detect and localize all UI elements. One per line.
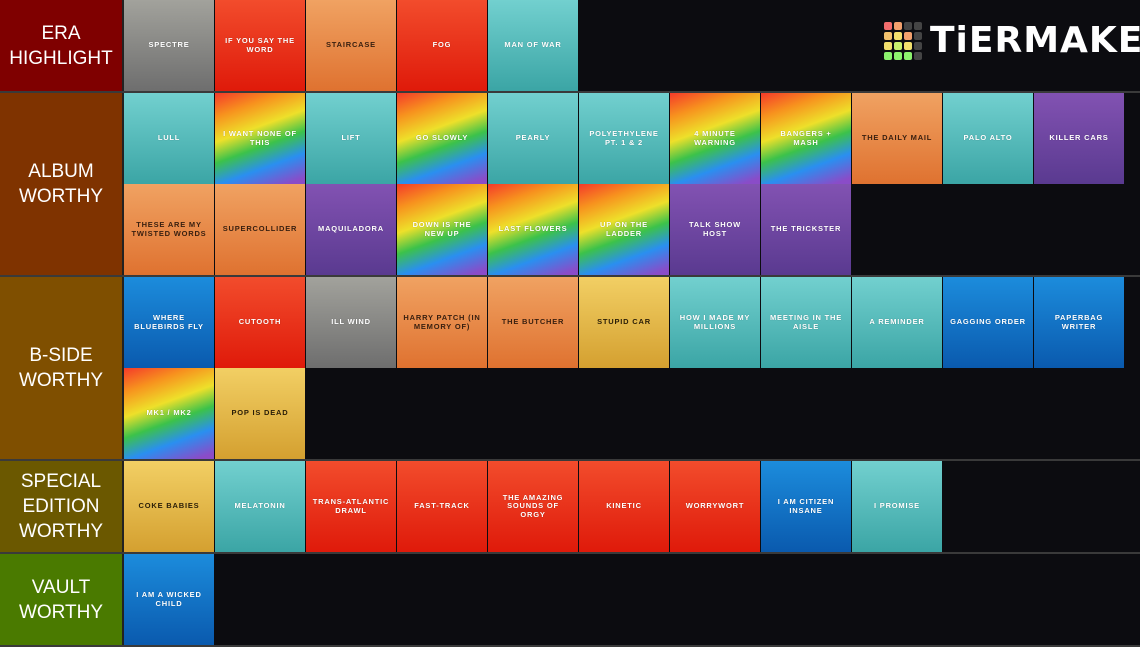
tier-items: COKE BABIES MELATONIN TRANS-ATLANTIC DRAWL… <box>124 461 1138 552</box>
tier-item: POP IS DEAD <box>215 368 305 459</box>
tier-item: SUPERCOLLIDER <box>215 184 305 275</box>
tier-label: ALBUM WORTHY <box>0 93 124 275</box>
tier-item: HARRY PATCH (IN MEMORY OF) <box>397 277 487 368</box>
tier-item: I AM A WICKED CHILD <box>124 554 214 645</box>
tier-item: THE BUTCHER <box>488 277 578 368</box>
tier-item: I PROMISE <box>852 461 942 552</box>
tier-item: MELATONIN <box>215 461 305 552</box>
tier-item: GAGGING ORDER <box>943 277 1033 368</box>
tier-item: 4 MINUTE WARNING <box>670 93 760 184</box>
tier-item: WHERE BLUEBIRDS FLY <box>124 277 214 368</box>
tier-item: UP ON THE LADDER <box>579 184 669 275</box>
tier-item: PALO ALTO <box>943 93 1033 184</box>
tier-item: MK1 / MK2 <box>124 368 214 459</box>
tier-items: I AM A WICKED CHILD <box>124 554 1138 645</box>
tier-item: A REMINDER <box>852 277 942 368</box>
tier-item: HOW I MADE MY MILLIONS <box>670 277 760 368</box>
tier-item: I WANT NONE OF THIS <box>215 93 305 184</box>
tier-items: SPECTRE IF YOU SAY THE WORD STAIRCASE FOG MA… <box>124 0 1138 91</box>
tier-row: SPECIAL EDITION WORTHY COKE BABIES MELATON… <box>0 461 1140 554</box>
tier-label: SPECIAL EDITION WORTHY <box>0 461 124 552</box>
tier-items: WHERE BLUEBIRDS FLY CUTOOTH ILL WIND HARRY … <box>124 277 1138 459</box>
tier-row: VAULT WORTHY I AM A WICKED CHILD <box>0 554 1140 647</box>
tier-item: GO SLOWLY <box>397 93 487 184</box>
tier-item: THE DAILY MAIL <box>852 93 942 184</box>
tier-item: CUTOOTH <box>215 277 305 368</box>
tier-item: COKE BABIES <box>124 461 214 552</box>
tier-item: BANGERS + MASH <box>761 93 851 184</box>
tier-item: PEARLY <box>488 93 578 184</box>
tier-row: B-SIDE WORTHY WHERE BLUEBIRDS FLY CUTOOTH I… <box>0 277 1140 461</box>
tier-items: LULL I WANT NONE OF THIS LIFT GO SLOWLY PEAR… <box>124 93 1138 275</box>
tier-item: PAPERBAG WRITER <box>1034 277 1124 368</box>
tier-item: TRANS-ATLANTIC DRAWL <box>306 461 396 552</box>
tier-item: LIFT <box>306 93 396 184</box>
tier-item: ILL WIND <box>306 277 396 368</box>
tier-item: MAN OF WAR <box>488 0 578 91</box>
tier-item: I AM CITIZEN INSANE <box>761 461 851 552</box>
tier-item: LULL <box>124 93 214 184</box>
tier-item: THE TRICKSTER <box>761 184 851 275</box>
tier-item: POLYETHYLENE PT. 1 & 2 <box>579 93 669 184</box>
tier-item: FOG <box>397 0 487 91</box>
tier-item: LAST FLOWERS <box>488 184 578 275</box>
tier-item: TALK SHOW HOST <box>670 184 760 275</box>
tier-item: MAQUILADORA <box>306 184 396 275</box>
tier-item: MEETING IN THE AISLE <box>761 277 851 368</box>
tier-item: KINETIC <box>579 461 669 552</box>
tier-item: SPECTRE <box>124 0 214 91</box>
logo-text: TiERMAKER <box>930 20 1140 61</box>
tier-row: ALBUM WORTHY LULL I WANT NONE OF THIS LIFT G… <box>0 93 1140 277</box>
tier-item: THE AMAZING SOUNDS OF ORGY <box>488 461 578 552</box>
tier-item: IF YOU SAY THE WORD <box>215 0 305 91</box>
tier-item: FAST-TRACK <box>397 461 487 552</box>
logo-grid <box>884 21 922 60</box>
tier-label: ERA HIGHLIGHT <box>0 0 124 91</box>
tier-item: STUPID CAR <box>579 277 669 368</box>
tier-row: ERA HIGHLIGHT SPECTRE IF YOU SAY THE WORD S… <box>0 0 1140 93</box>
tier-item: WORRYWORT <box>670 461 760 552</box>
tier-item: DOWN IS THE NEW UP <box>397 184 487 275</box>
logo: TiERMAKER <box>884 20 1140 61</box>
tier-item: KILLER CARS <box>1034 93 1124 184</box>
tier-item: STAIRCASE <box>306 0 396 91</box>
tier-item: THESE ARE MY TWISTED WORDS <box>124 184 214 275</box>
tier-label: VAULT WORTHY <box>0 554 124 645</box>
tier-label: B-SIDE WORTHY <box>0 277 124 459</box>
